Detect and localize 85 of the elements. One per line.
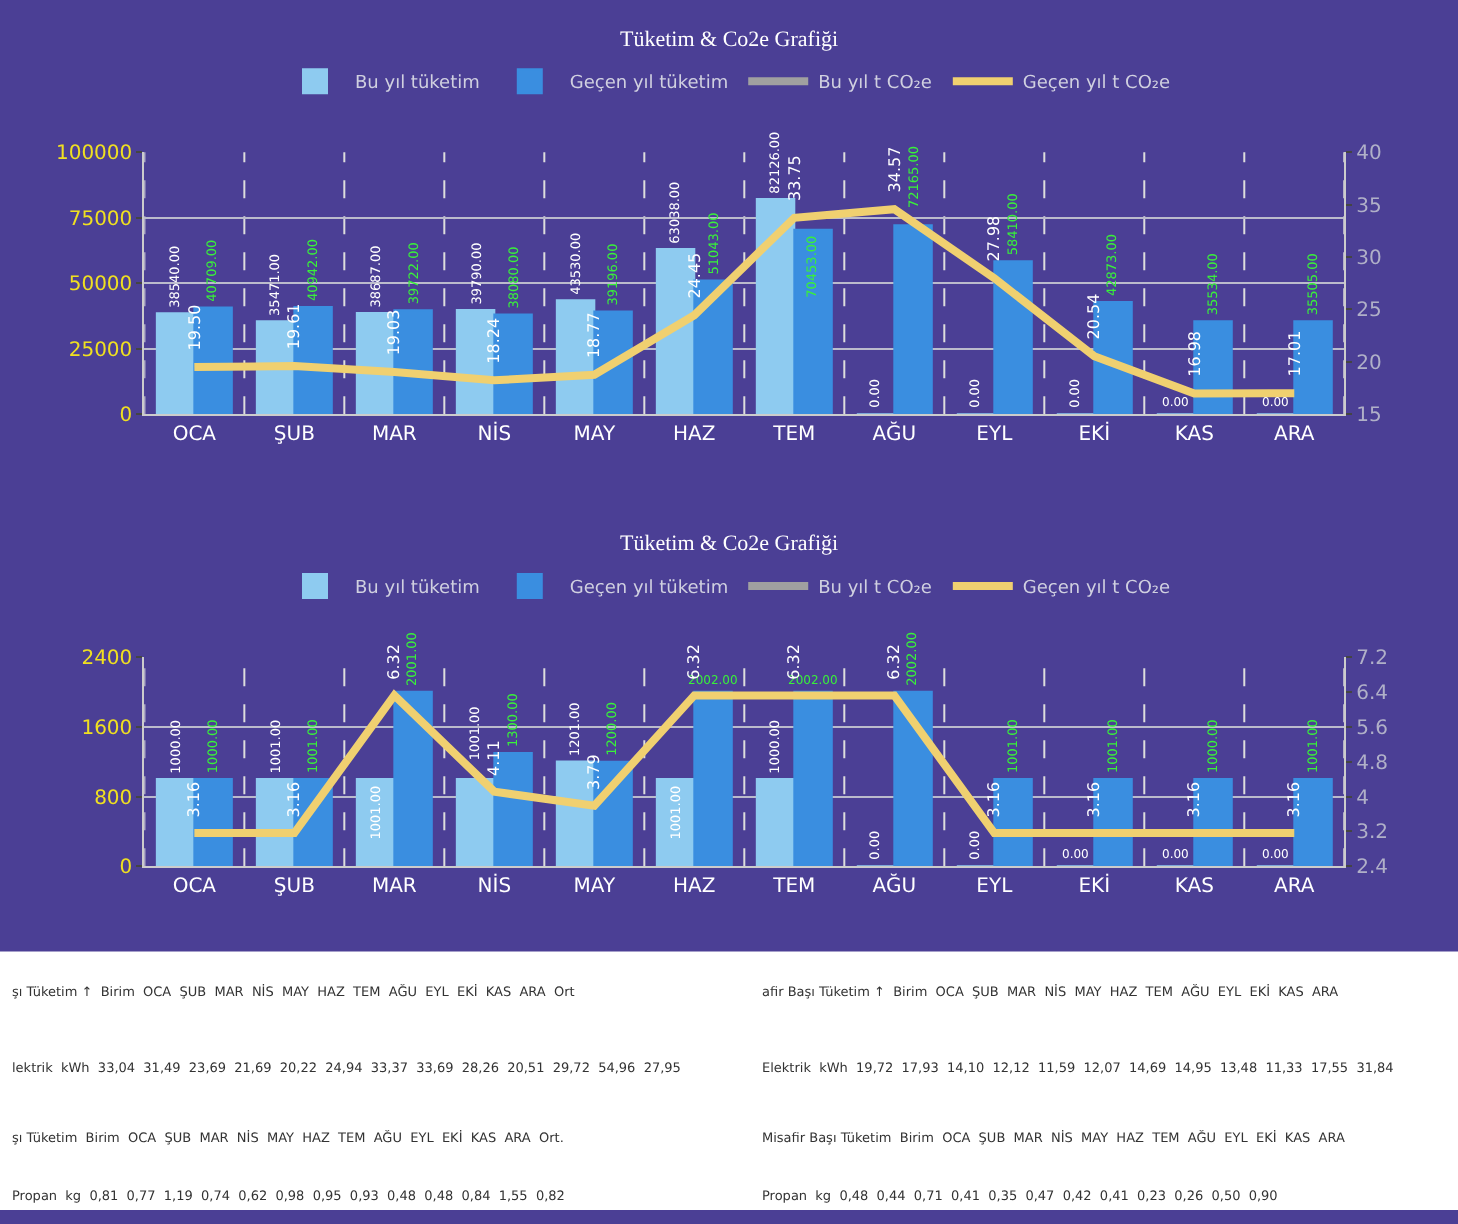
data-label: 3.16 (285, 781, 304, 818)
y-tick-label: 25000 (68, 339, 133, 362)
data-label: 4.11 (484, 740, 503, 777)
x-tick-label: NİS (477, 420, 512, 447)
y2-tick-label: 2.4 (1356, 857, 1389, 880)
y2-tick-label: 35 (1356, 195, 1382, 218)
y2-tick-label: 4 (1356, 787, 1370, 810)
y2-tick-label: 20 (1356, 352, 1382, 375)
bar (393, 690, 433, 867)
data-label: 34.57 (886, 146, 905, 193)
y-tick-label: 50000 (68, 274, 133, 297)
bar (793, 228, 833, 415)
data-label: 3.16 (1185, 781, 1204, 818)
chart-title: Tüketim & Co2e Grafiği (620, 532, 839, 556)
y-tick-label: 800 (94, 787, 133, 810)
legend-label: Bu yıl tüketim (355, 74, 480, 95)
x-tick-label: MAY (573, 876, 617, 899)
bar (755, 778, 796, 867)
x-tick-label: OCA (172, 876, 217, 899)
x-tick-label: AĞU (872, 420, 917, 447)
x-tick-label: EYL (976, 424, 1014, 447)
data-label: 3.16 (1285, 781, 1304, 818)
x-tick-label: NİS (477, 872, 512, 899)
legend-label: Bu yıl t CO₂e (818, 579, 933, 600)
bar (893, 224, 933, 415)
y-tick-label: 1600 (81, 717, 133, 740)
x-tick-label: MAR (371, 424, 417, 447)
data-label: 19.61 (285, 303, 304, 350)
y2-tick-label: 15 (1356, 405, 1382, 428)
x-tick-label: EKİ (1078, 420, 1111, 447)
x-tick-label: MAY (573, 424, 617, 447)
data-label: 18.77 (584, 312, 603, 359)
y2-tick-label: 5.6 (1356, 717, 1389, 740)
y2-tick-label: 30 (1356, 248, 1382, 271)
data-label: 6.32 (884, 644, 903, 680)
y-tick-label: 75000 (68, 208, 133, 231)
legend-label: Bu yıl tüketim (355, 579, 480, 600)
data-label: 3.16 (985, 781, 1004, 818)
y-tick-label: 0 (119, 405, 133, 428)
y-tick-label: 0 (119, 857, 133, 880)
x-tick-label: EYL (976, 876, 1014, 899)
data-label: 19.50 (186, 304, 205, 351)
bar (993, 260, 1033, 415)
chart-title: Tüketim & Co2e Grafiği (620, 28, 839, 52)
x-tick-label: EKİ (1078, 872, 1111, 899)
bar (893, 690, 933, 867)
x-tick-label: TEM (771, 876, 816, 899)
bar (155, 778, 196, 867)
y2-tick-label: 3.2 (1356, 822, 1389, 845)
x-tick-label: AĞU (872, 872, 917, 899)
y2-tick-label: 7.2 (1356, 648, 1389, 671)
data-label: 17.01 (1286, 330, 1305, 377)
legend-label: Geçen yıl t CO₂e (1022, 579, 1172, 600)
x-tick-label: ŞUB (273, 424, 316, 447)
data-label: 3.79 (584, 754, 603, 790)
y2-tick-label: 40 (1356, 143, 1382, 166)
y2-tick-label: 6.4 (1356, 682, 1389, 705)
data-label: 33.75 (785, 155, 804, 202)
data-label: 18.24 (485, 317, 503, 364)
data-label: 6.32 (384, 644, 403, 680)
y-tick-label: 100000 (55, 143, 133, 166)
x-tick-label: ARA (1274, 876, 1315, 899)
data-label: 16.98 (1185, 330, 1204, 377)
data-label: 3.16 (185, 781, 204, 818)
x-tick-label: KAS (1174, 424, 1214, 447)
x-tick-label: HAZ (673, 876, 716, 899)
x-tick-label: ARA (1274, 424, 1315, 447)
y-tick-label: 2400 (81, 648, 133, 671)
data-label: 27.98 (985, 215, 1004, 262)
legend-label: Geçen yıl t CO₂e (1022, 74, 1172, 95)
legend-label: Geçen yıl tüketim (569, 579, 729, 600)
data-label: 3.16 (1085, 781, 1104, 818)
x-tick-label: HAZ (673, 424, 716, 447)
data-label: 20.54 (1085, 293, 1104, 340)
legend-label: Bu yıl t CO₂e (818, 74, 933, 95)
y2-tick-label: 25 (1356, 300, 1382, 323)
x-tick-label: KAS (1174, 876, 1214, 899)
legend-label: Geçen yıl tüketim (569, 74, 729, 95)
x-tick-label: OCA (172, 424, 217, 447)
y2-tick-label: 4.8 (1356, 752, 1389, 775)
data-label: 24.45 (686, 252, 705, 299)
x-tick-label: MAR (371, 876, 417, 899)
x-tick-label: ŞUB (273, 876, 316, 899)
data-label: 19.03 (385, 309, 404, 356)
x-tick-label: TEM (771, 424, 816, 447)
